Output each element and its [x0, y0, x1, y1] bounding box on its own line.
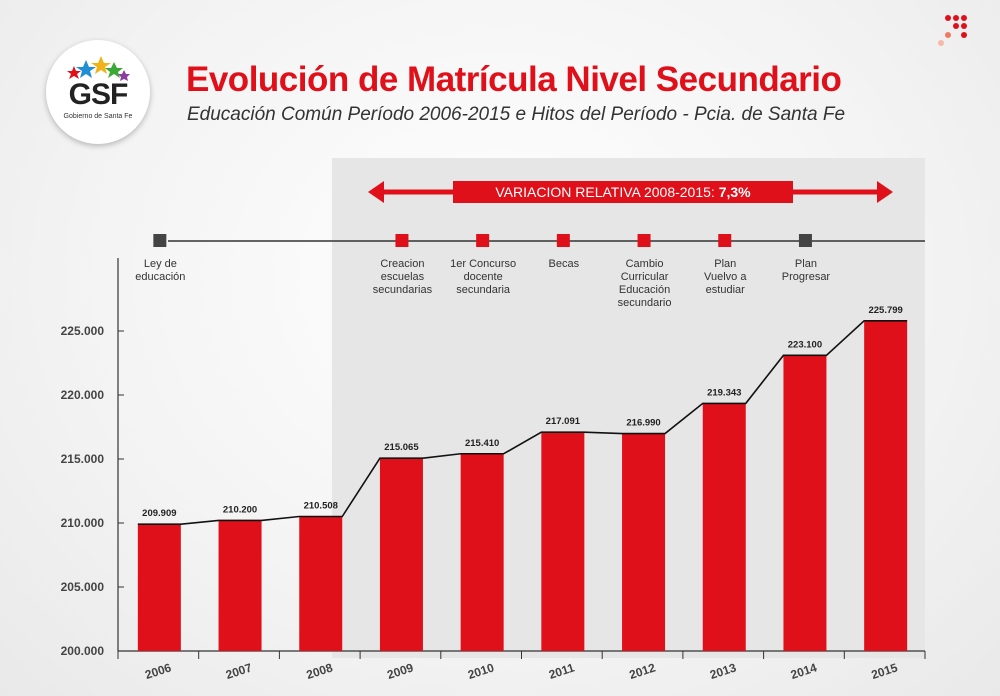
- y-tick-label: 220.000: [61, 388, 105, 402]
- milestone-label: Curricular: [621, 271, 669, 283]
- milestone-label: docente: [464, 271, 503, 283]
- milestone-marker: [395, 234, 409, 247]
- bar: [541, 432, 585, 651]
- milestone-marker: [153, 234, 167, 247]
- bar: [864, 320, 908, 651]
- bar: [299, 516, 343, 651]
- bar: [379, 458, 423, 651]
- gsf-logo: GSF Gobierno de Santa Fe: [46, 40, 150, 144]
- milestone-label: Ley de: [144, 258, 177, 270]
- page-title: Evolución de Matrícula Nivel Secundario: [186, 60, 842, 99]
- milestone-marker: [798, 234, 812, 247]
- x-tick-label: 2006: [143, 660, 173, 682]
- arrow-left-icon: [368, 181, 384, 203]
- bar: [218, 520, 262, 651]
- milestone-label: escuelas: [381, 271, 425, 283]
- data-label: 219.343: [707, 387, 741, 398]
- bar: [702, 403, 746, 651]
- x-tick-label: 2007: [224, 660, 254, 682]
- x-tick-label: 2008: [305, 660, 335, 682]
- x-tick-label: 2009: [385, 660, 415, 682]
- variation-label: VARIACION RELATIVA 2008-2015: 7,3%: [495, 184, 751, 200]
- milestone-label: Vuelvo a: [704, 271, 747, 283]
- logo-subtext: Gobierno de Santa Fe: [63, 113, 133, 120]
- y-tick-label: 225.000: [61, 324, 105, 338]
- data-label: 210.200: [223, 504, 257, 515]
- milestone-label: secundarias: [373, 284, 433, 296]
- milestone-label: Becas: [549, 258, 580, 270]
- brand-dots-icon: [938, 15, 967, 46]
- data-label: 223.100: [788, 339, 822, 350]
- data-label: 215.410: [465, 438, 499, 449]
- y-tick-label: 215.000: [61, 452, 105, 466]
- milestone-label: Plan: [795, 258, 817, 270]
- arrow-right-icon: [877, 181, 893, 203]
- data-label: 210.508: [304, 500, 338, 511]
- data-label: 217.091: [546, 416, 581, 427]
- milestone-label: Educación: [619, 284, 670, 296]
- milestone-label: Creacion: [380, 258, 424, 270]
- variation-label-box: [453, 181, 793, 203]
- y-tick-label: 210.000: [61, 516, 105, 530]
- data-label: 225.799: [868, 305, 902, 316]
- milestone-label: Progresar: [782, 271, 831, 283]
- bar: [783, 355, 827, 651]
- bar: [137, 524, 181, 651]
- page-subtitle: Educación Común Período 2006-2015 e Hito…: [187, 104, 846, 125]
- data-label: 215.065: [384, 442, 419, 453]
- bar: [460, 453, 504, 651]
- logo-stars-icon: [67, 56, 130, 81]
- milestone-marker: [556, 234, 570, 247]
- milestone-label: secundario: [618, 297, 672, 309]
- x-tick-label: 2013: [708, 660, 738, 682]
- trend-line: [137, 319, 908, 525]
- x-tick-label: 2014: [789, 660, 819, 682]
- y-tick-label: 205.000: [61, 580, 105, 594]
- x-tick-label: 2010: [466, 660, 496, 682]
- bar: [622, 433, 666, 651]
- milestone-label: 1er Concurso: [450, 258, 516, 270]
- milestone-marker: [718, 234, 732, 247]
- milestone-label: secundaria: [456, 284, 511, 296]
- data-label: 216.990: [626, 418, 660, 429]
- x-tick-label: 2011: [547, 660, 576, 681]
- milestone-marker: [637, 234, 651, 247]
- logo-text: GSF: [68, 78, 129, 111]
- milestone-marker: [476, 234, 490, 247]
- milestone-label: estudiar: [706, 284, 745, 296]
- data-label: 209.909: [142, 508, 176, 519]
- x-tick-label: 2012: [627, 660, 657, 682]
- x-tick-label: 2015: [870, 660, 900, 682]
- variation-label-text: VARIACION RELATIVA 2008-2015:: [495, 184, 718, 200]
- milestone-label: educación: [135, 271, 185, 283]
- milestone-label: Cambio: [626, 258, 664, 270]
- variation-value: 7,3%: [719, 184, 751, 200]
- y-tick-label: 200.000: [61, 644, 105, 658]
- milestone-label: Plan: [714, 258, 736, 270]
